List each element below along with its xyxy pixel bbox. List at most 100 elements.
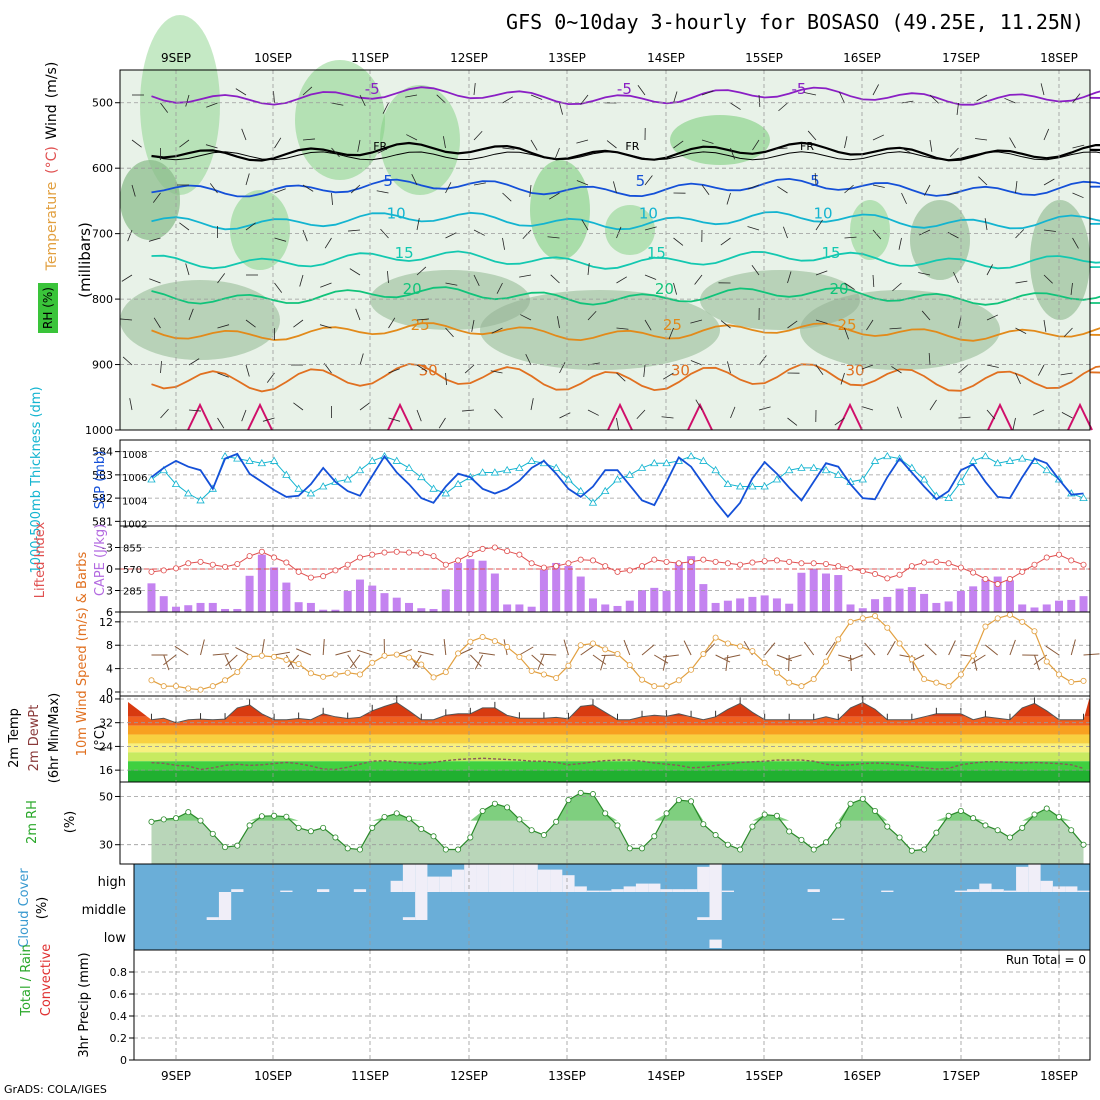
thickness-marker: [478, 468, 487, 476]
wind-barb: [1015, 327, 1027, 334]
wind-barb: [815, 219, 823, 231]
wind-barb: [592, 654, 607, 665]
thickness-frame: [119, 439, 1091, 527]
wind-barb: [559, 102, 563, 115]
wind-barb: [1009, 137, 1016, 149]
wind-barb: [225, 654, 238, 667]
wind-speed-marker: [540, 671, 547, 678]
humidity-contour: [910, 200, 970, 280]
wind-barb: [502, 237, 505, 250]
lifted-index-marker: [688, 558, 695, 565]
cape-bar: [527, 606, 536, 612]
wind-speed-marker: [761, 659, 768, 666]
wind-barb: [261, 639, 265, 656]
cloud-bar-high: [979, 883, 992, 892]
wind-barb: [359, 353, 364, 366]
contour-label: 5: [383, 172, 393, 190]
contour-label: 25: [411, 316, 430, 334]
wind-speed-marker: [724, 640, 731, 647]
tick-label: 24: [99, 740, 113, 753]
wind-barb: [807, 130, 817, 141]
rh-marker: [786, 828, 793, 835]
lifted-index-marker: [908, 563, 915, 570]
lifted-index-marker: [786, 558, 793, 565]
rh-marker: [773, 812, 780, 819]
wind-barb: [359, 402, 370, 411]
thickness-marker: [772, 475, 782, 483]
wind-barb: [473, 182, 486, 186]
wind-barb: [872, 84, 879, 96]
cape-bar: [319, 609, 328, 612]
wind-barb: [872, 229, 882, 240]
wind-barb: [416, 266, 427, 276]
lifted-index-marker: [516, 551, 523, 558]
lifted-index-marker: [356, 554, 363, 561]
wind-barb: [918, 229, 931, 236]
lifted-index-marker: [639, 563, 646, 570]
wind-barb: [889, 327, 902, 330]
cloud-bar-high: [353, 889, 367, 892]
tick-label: 8: [106, 639, 113, 652]
humidity-contour: [370, 270, 530, 330]
thickness-marker: [625, 470, 634, 478]
axis-label: Lifted Index: [33, 521, 48, 598]
wind-barb: [302, 86, 313, 96]
credit-label: GrADS: COLA/IGES: [4, 1083, 107, 1096]
cape-bar: [625, 600, 634, 612]
wind-barb: [245, 173, 250, 186]
wind-speed-marker: [430, 674, 437, 681]
axis-label: 2m RH: [25, 800, 40, 844]
lifted-index-marker: [798, 560, 805, 567]
cape-bar: [564, 565, 573, 612]
wind-barb: [616, 372, 626, 382]
cape-bar: [245, 575, 254, 612]
wind-barb: [758, 406, 771, 411]
wind-barb: [121, 274, 133, 282]
wind-barb: [127, 229, 133, 242]
wind-barb: [445, 182, 452, 194]
rh-marker: [589, 791, 596, 798]
wind-barb: [872, 274, 875, 287]
wind-barb: [473, 83, 476, 96]
thickness-marker: [1018, 454, 1027, 462]
axis-label: Convective: [39, 944, 54, 1017]
thickness-marker: [637, 463, 647, 471]
wind-barb: [163, 654, 177, 666]
wind-barb: [730, 102, 741, 110]
wind-speed-marker: [651, 683, 658, 690]
wind-barb: [491, 327, 503, 334]
cape-bar: [576, 576, 585, 612]
wind-barb: [616, 327, 629, 330]
wind-speed-marker: [712, 634, 719, 641]
wind-barb: [502, 192, 512, 202]
wind-barb: [752, 139, 760, 151]
wind-barb: [355, 308, 361, 321]
rh-marker: [295, 824, 302, 831]
wind-speed-marker: [295, 660, 302, 667]
isotherm-35: [607, 402, 633, 431]
wind-barb: [438, 417, 446, 429]
wind-barb: [293, 319, 304, 328]
wind-barb: [445, 372, 447, 385]
rh-marker: [700, 821, 707, 828]
rh-marker: [209, 830, 216, 837]
wind-barb: [844, 327, 849, 340]
cloud-bar-high: [317, 889, 330, 892]
cloud-bar-high: [574, 886, 587, 892]
wind-barb: [644, 319, 652, 331]
x-tick-label-top: 14SEP: [647, 51, 685, 65]
wind-speed-marker: [1056, 671, 1063, 678]
lifted-index-marker: [810, 560, 817, 567]
wind-barb: [188, 308, 194, 321]
wind-speed-marker: [859, 615, 866, 622]
wind-barb: [349, 268, 361, 276]
isotherm-35: [387, 402, 413, 431]
cloud-bar-high: [599, 890, 612, 892]
x-tick-label-bottom: 16SEP: [843, 1069, 881, 1083]
lifted-index-marker: [761, 558, 768, 565]
wind-barb: [530, 139, 538, 151]
wind-speed-marker: [1019, 618, 1026, 625]
wind-barb: [606, 140, 617, 149]
cape-bar: [711, 602, 720, 612]
dewpoint-line: [151, 757, 1084, 771]
